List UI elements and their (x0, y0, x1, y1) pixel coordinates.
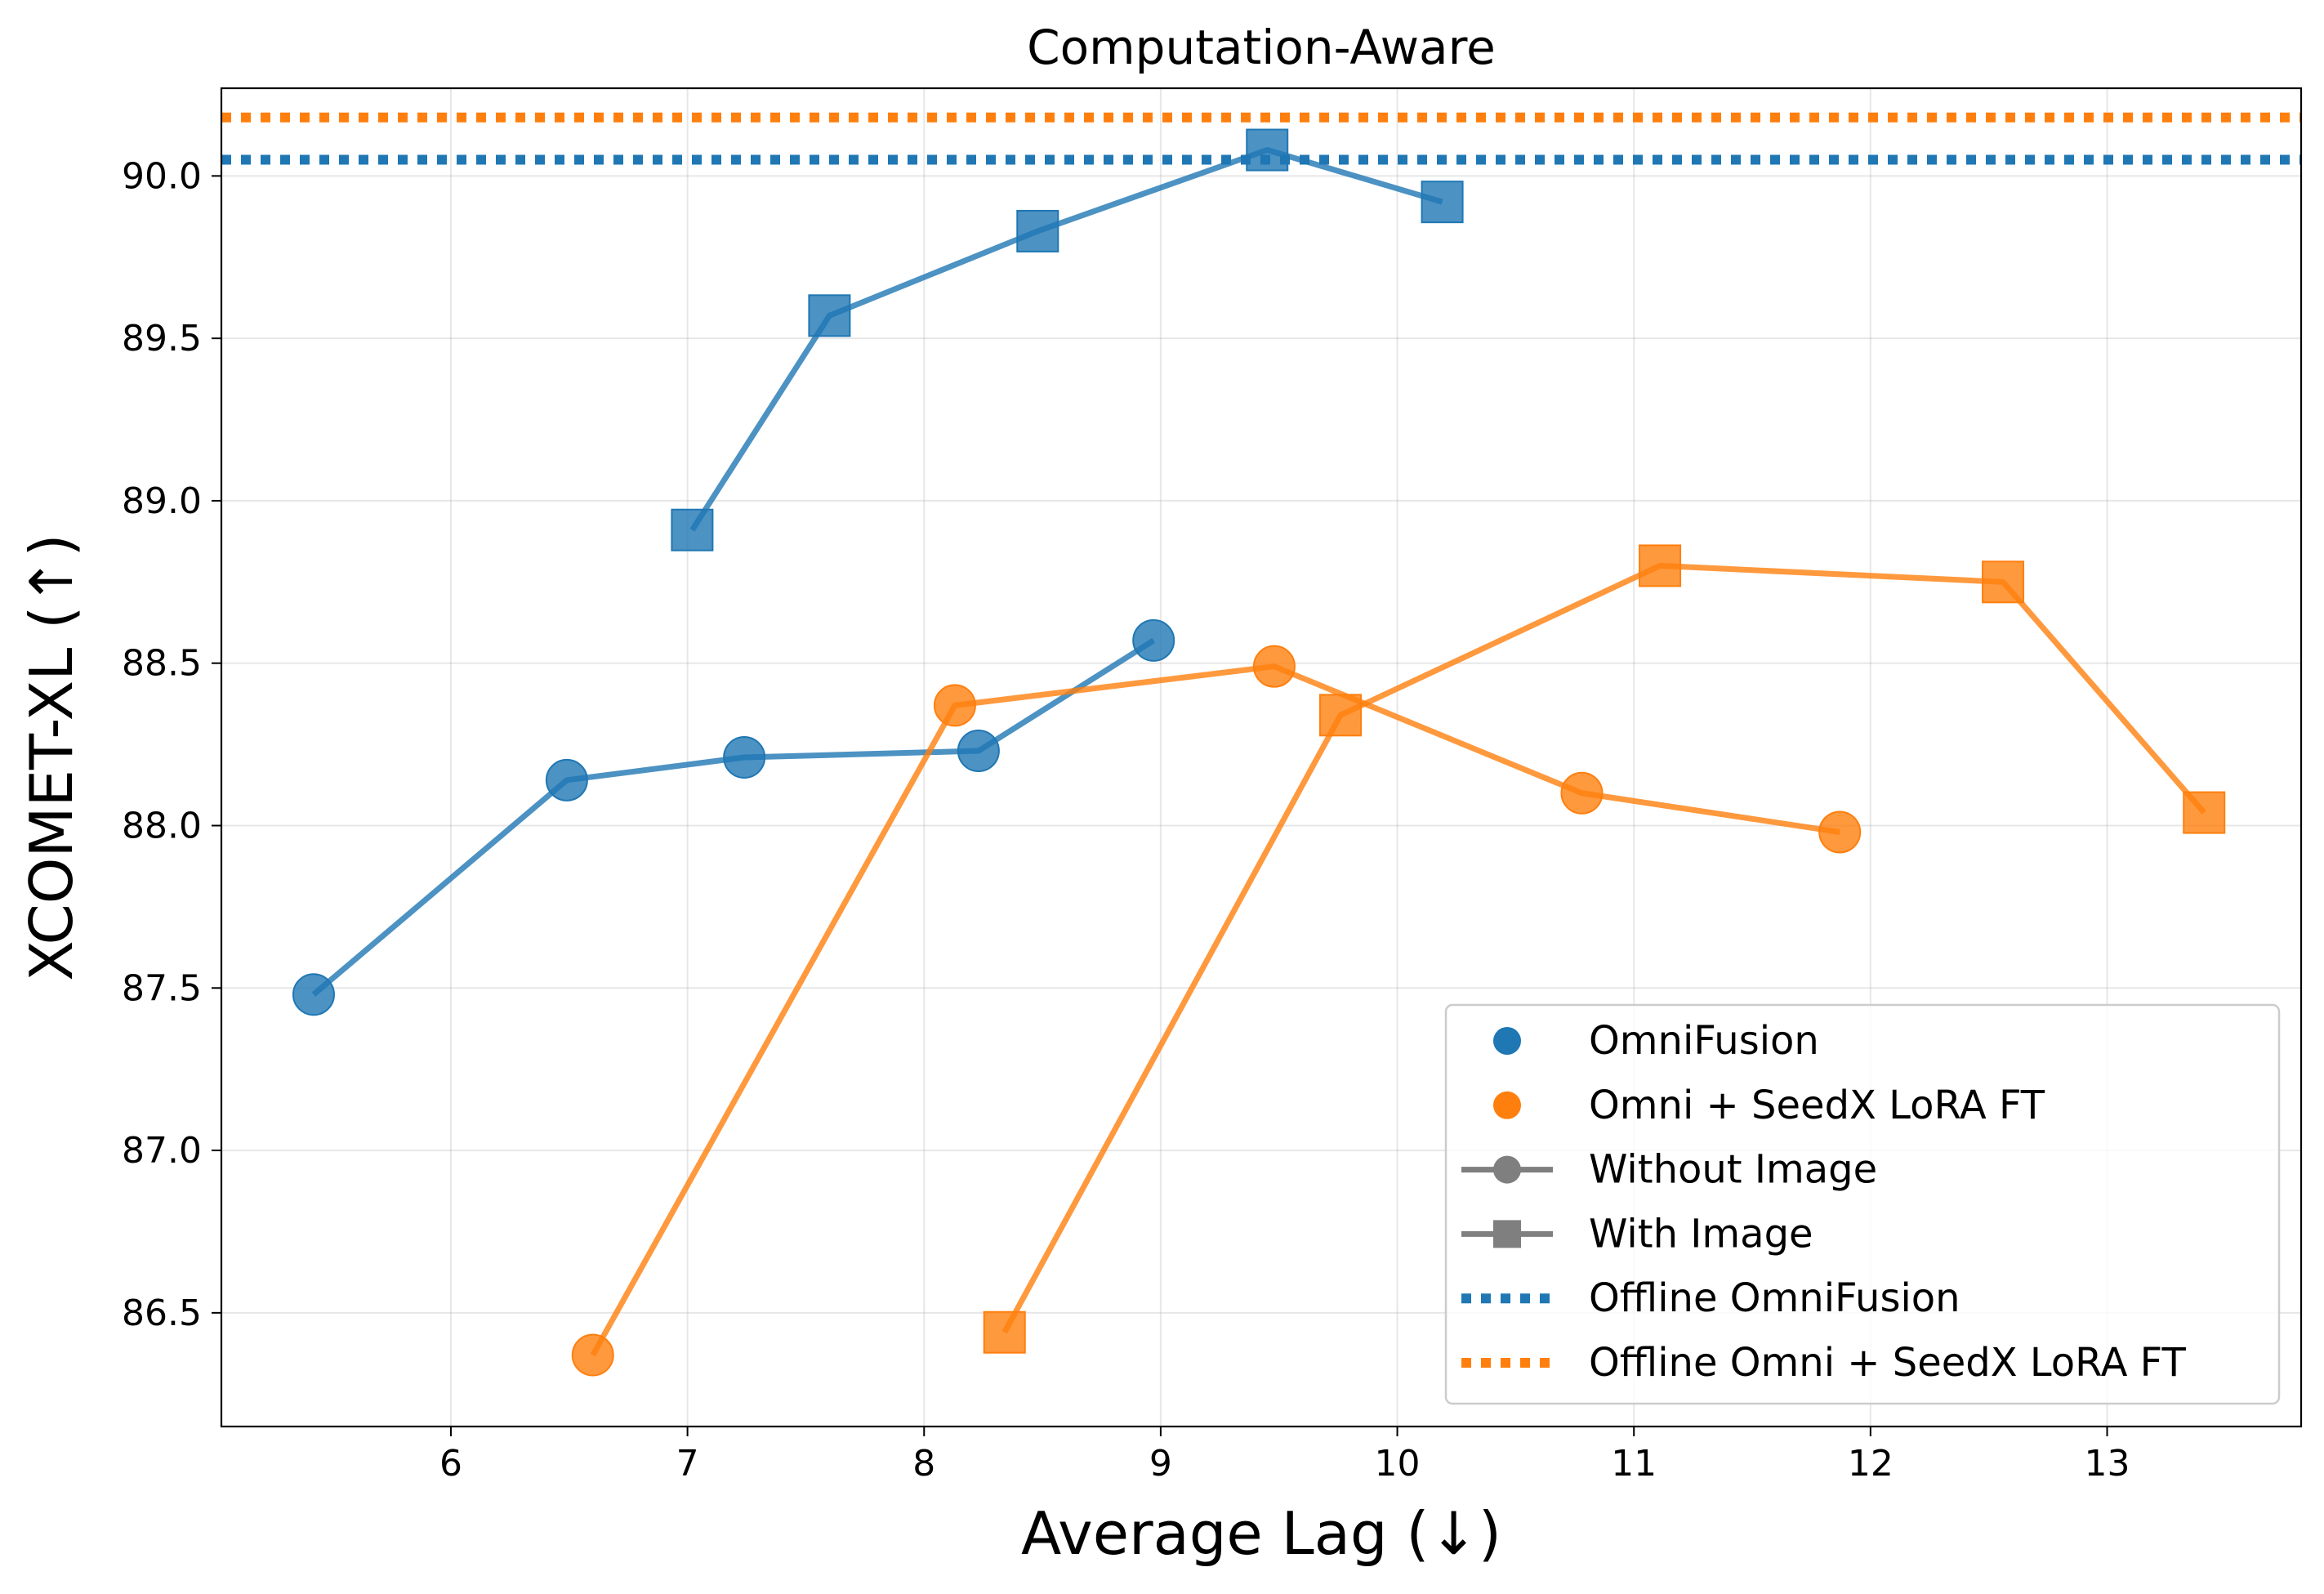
data-point (1252, 645, 1296, 688)
data-point (571, 1333, 614, 1377)
legend-item: Offline OmniFusion (1461, 1275, 1960, 1321)
legend-label: Omni + SeedX LoRA FT (1589, 1083, 2045, 1128)
series-group (292, 618, 1175, 1016)
legend-label: With Image (1589, 1211, 1813, 1257)
legend-item: Without Image (1461, 1147, 1877, 1193)
x-tick-label: 7 (676, 1443, 699, 1485)
legend-item: Offline Omni + SeedX LoRA FT (1461, 1340, 2186, 1386)
x-axis-label: Average Lag (↓) (1021, 1499, 1501, 1568)
plot-area-frame (220, 87, 2303, 1428)
x-tick-label: 8 (912, 1443, 935, 1485)
y-tick-label: 90.0 (122, 155, 202, 197)
legend-marker (1493, 1091, 1521, 1119)
legend-item: Omni + SeedX LoRA FT (1493, 1083, 2045, 1128)
series-layer (292, 128, 2226, 1377)
series-group (671, 128, 1464, 551)
data-point (1016, 209, 1059, 252)
data-point (1818, 810, 1862, 854)
data-point (1319, 694, 1363, 737)
data-point (1982, 560, 2025, 604)
y-tick-label: 88.0 (122, 805, 202, 846)
x-tick-label: 13 (2084, 1443, 2130, 1485)
x-tick-label: 12 (1848, 1443, 1894, 1485)
data-point (671, 508, 714, 551)
data-point (292, 973, 335, 1016)
legend-label: Offline OmniFusion (1589, 1275, 1960, 1321)
data-point (1132, 618, 1175, 662)
legend-item: With Image (1461, 1211, 1813, 1257)
axis-ticks: 6 7 8 9 10 11 12 13 86.5 87.0 87.5 88.0 88.5 89.0 89.5… (122, 155, 2130, 1485)
legend-marker (1493, 1155, 1521, 1184)
data-point (1246, 128, 1289, 172)
x-tick-label: 11 (1611, 1443, 1657, 1485)
legend-box (1444, 1003, 2281, 1405)
series-group (983, 544, 2226, 1354)
data-point (1639, 544, 1682, 587)
data-point (933, 684, 976, 727)
legend: OmniFusion Omni + SeedX LoRA FT Without Im… (1444, 1003, 2281, 1405)
data-point (545, 758, 588, 801)
data-point (1421, 181, 1464, 224)
y-tick-label: 86.5 (122, 1293, 202, 1334)
legend-label: Offline Omni + SeedX LoRA FT (1589, 1340, 2186, 1386)
legend-marker (1493, 1027, 1521, 1055)
y-tick-label: 88.5 (122, 643, 202, 685)
legend-marker (1493, 1220, 1521, 1248)
data-point (957, 730, 1000, 773)
x-tick-label: 9 (1149, 1443, 1172, 1485)
legend-label: OmniFusion (1589, 1018, 1819, 1064)
y-tick-label: 89.5 (122, 318, 202, 359)
x-tick-label: 6 (439, 1443, 462, 1485)
data-point (723, 736, 766, 779)
series-group (571, 645, 1862, 1377)
y-tick-label: 87.5 (122, 967, 202, 1009)
y-axis-label: XCOMET-XL (↑) (17, 534, 86, 980)
data-point (983, 1310, 1026, 1354)
x-tick-label: 10 (1375, 1443, 1421, 1485)
data-point (808, 294, 851, 337)
legend-items: OmniFusion Omni + SeedX LoRA FT Without Im… (1461, 1018, 2186, 1386)
data-point (2183, 791, 2226, 834)
y-tick-label: 89.0 (122, 480, 202, 522)
y-tick-label: 87.0 (122, 1130, 202, 1172)
legend-item: OmniFusion (1493, 1018, 1819, 1064)
data-point (1560, 771, 1604, 815)
chart-title: Computation-Aware (1027, 20, 1496, 75)
legend-label: Without Image (1589, 1147, 1877, 1193)
